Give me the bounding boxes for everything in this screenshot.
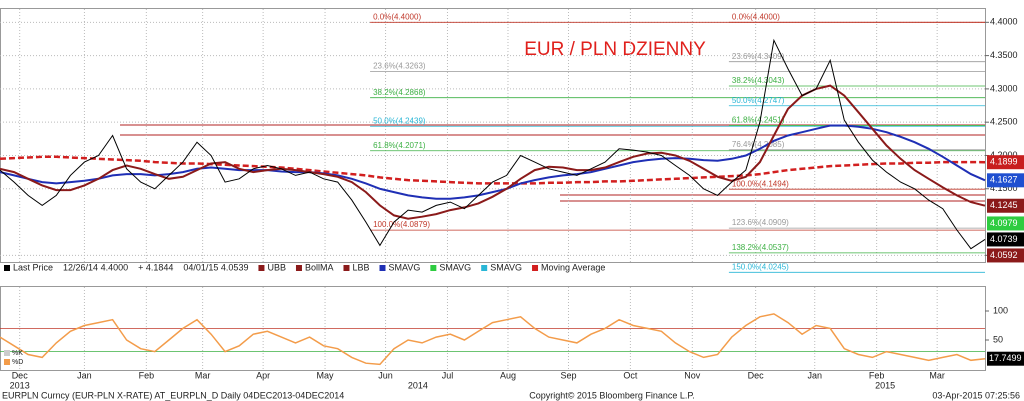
fib-label: 150.0%(4.0245): [732, 262, 789, 271]
legend-swatch: [4, 265, 10, 271]
fib-label: 50.0%(4.2439): [373, 116, 426, 125]
legend-label: UBB: [267, 262, 286, 272]
last-value-label: 4.0739: [990, 234, 1018, 244]
x-tick-label: Dec: [748, 370, 765, 380]
fib-label: 0.0%(4.4000): [373, 12, 421, 21]
last-value-box: [987, 216, 1024, 231]
legend-label: Last Price: [13, 262, 53, 272]
series-line: [0, 124, 986, 200]
legend-swatch: [4, 350, 10, 356]
legend-label: SMAVG: [389, 262, 421, 272]
x-tick-label: May: [317, 370, 335, 380]
y-tick-label: 50: [993, 334, 1003, 344]
x-tick-label: Aug: [500, 370, 516, 380]
fib-label: 123.6%(4.0909): [732, 218, 789, 227]
series-line: [0, 38, 986, 250]
x-tick-label: Jul: [442, 370, 454, 380]
x-tick-label: Mar: [929, 370, 945, 380]
last-value-label: 4.0979: [990, 218, 1018, 228]
x-tick-label: Nov: [684, 370, 701, 380]
last-value-box: [987, 232, 1024, 247]
last-value-box: [987, 248, 1024, 263]
fib-label: 76.4%(4.2085): [732, 140, 785, 149]
x-tick-label: Jun: [378, 370, 393, 380]
fib-label: 38.2%(4.3043): [732, 76, 785, 85]
x-tick-label: Dec: [12, 370, 29, 380]
last-value-box: [987, 155, 1024, 170]
legend-label: Moving Average: [541, 262, 605, 272]
fib-label: 100.0%(4.0879): [373, 220, 430, 229]
price-panel: [0, 8, 986, 263]
x-tick-label: Feb: [139, 370, 155, 380]
legend-swatch: [4, 359, 10, 365]
fib-label: 23.6%(4.3263): [373, 61, 426, 70]
legend-label: LBB: [352, 262, 369, 272]
legend-swatch: [258, 265, 265, 271]
year-label: 2015: [875, 380, 895, 390]
fib-label: 138.2%(4.0537): [732, 243, 789, 252]
footer-left: EURPLN Curncy (EUR-PLN X-RATE) AT_EURPLN…: [2, 390, 344, 400]
legend-label: %D: [12, 359, 23, 366]
y-tick-label: 4.3000: [990, 83, 1018, 93]
fib-label: 23.6%(4.3409): [732, 52, 785, 61]
y-tick-label: 4.2000: [990, 150, 1018, 160]
x-tick-label: Jan: [77, 370, 92, 380]
x-tick-label: Oct: [623, 370, 638, 380]
legend-label: BollMA: [305, 262, 334, 272]
fib-label: 0.0%(4.4000): [732, 12, 780, 21]
fib-label: 61.8%(4.2071): [373, 141, 426, 150]
year-label: 2014: [408, 380, 428, 390]
legend-swatch: [379, 265, 386, 271]
legend-swatch: [481, 265, 488, 271]
legend-swatch: [532, 265, 539, 271]
legend-label: SMAVG: [439, 262, 471, 272]
last-value-box: [987, 173, 1024, 188]
year-label: 2013: [10, 380, 30, 390]
fib-label: 50.0%(4.2747): [732, 96, 785, 105]
x-tick-label: Apr: [256, 370, 270, 380]
y-tick-label: 100: [993, 305, 1008, 315]
x-tick-label: Jan: [807, 370, 822, 380]
fib-label: 38.2%(4.2868): [373, 88, 426, 97]
legend-swatch: [430, 265, 437, 271]
last-value-label: 4.0592: [990, 250, 1018, 260]
last-value-label: 4.1899: [990, 157, 1018, 167]
legend-swatch: [295, 265, 302, 271]
y-tick-label: 4.4000: [990, 17, 1018, 27]
last-value-label: 4.1245: [990, 200, 1018, 210]
legend-info: 12/26/14 4.4000: [63, 262, 128, 272]
footer-right: 03-Apr-2015 07:25:56: [932, 390, 1020, 400]
footer-center: Copyright© 2015 Bloomberg Finance L.P.: [529, 390, 695, 400]
legend-label: %K: [12, 350, 23, 357]
y-tick-label: 4.3500: [990, 50, 1018, 60]
y-tick-label: 4.1500: [990, 183, 1018, 193]
x-tick-label: Feb: [869, 370, 885, 380]
chart-title: EUR / PLN DZIENNY: [524, 39, 706, 60]
last-value-box: [987, 351, 1024, 366]
y-tick-label: 4.2500: [990, 117, 1018, 127]
legend-swatch: [343, 265, 350, 271]
oscillator-line: [0, 313, 986, 366]
series-line: [0, 155, 986, 185]
fib-label: 61.8%(4.2451): [732, 116, 785, 125]
legend-label: SMAVG: [490, 262, 522, 272]
legend-info: + 4.1844: [138, 262, 173, 272]
x-tick-label: Mar: [195, 370, 211, 380]
legend-info: 04/01/15 4.0539: [183, 262, 248, 272]
last-value-label: 4.1627: [990, 175, 1018, 185]
fib-label: 100.0%(4.1494): [732, 179, 789, 188]
last-value-label: 17.7499: [989, 353, 1022, 363]
x-tick-label: Sep: [560, 370, 576, 380]
last-value-box: [987, 198, 1024, 213]
series-line: [0, 84, 986, 220]
